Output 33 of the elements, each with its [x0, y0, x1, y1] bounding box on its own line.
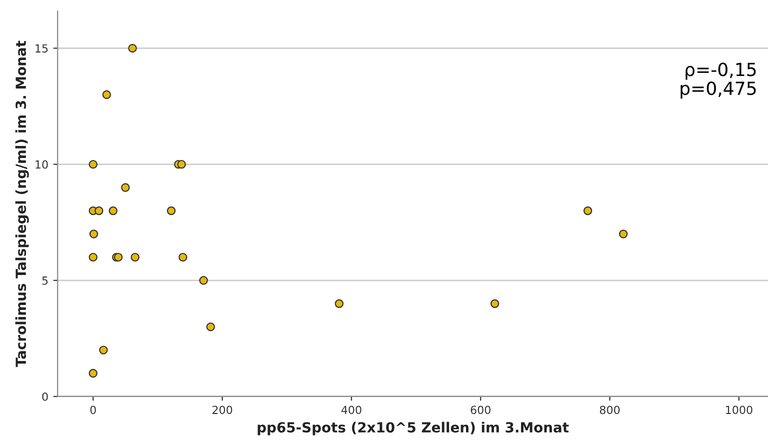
point	[88, 368, 98, 378]
y-tick-label: 0	[42, 392, 48, 401]
point	[102, 90, 112, 100]
x-tick-label: 400	[341, 406, 362, 414]
point	[206, 322, 216, 332]
x-axis-title: pp65-Spots (2x10^5 Zellen) im 3.Monat	[258, 422, 569, 436]
annotation: ρ=-0,15 p=0,475	[680, 62, 756, 99]
point	[88, 252, 98, 262]
point	[130, 252, 140, 262]
point	[99, 346, 108, 354]
y-axis-title: Tacrolimus Talspiegel (ng/ml) im 3. Monat	[15, 40, 29, 368]
point	[490, 299, 500, 308]
point	[89, 230, 98, 238]
point	[88, 160, 98, 169]
point	[128, 44, 137, 53]
point	[108, 206, 118, 216]
point	[199, 276, 208, 285]
point	[177, 160, 186, 169]
point	[334, 299, 344, 308]
x-tick-label: 800	[600, 406, 620, 414]
point	[618, 230, 628, 238]
y-tick-label: 10	[36, 160, 48, 169]
y-tick-label: 5	[42, 276, 48, 285]
point	[94, 206, 104, 216]
x-tick-label: 0	[90, 406, 96, 414]
point	[583, 206, 592, 216]
y-tick-label: 15	[36, 44, 48, 53]
point	[178, 252, 188, 262]
x-tick-label: 200	[212, 406, 232, 414]
x-tick-label: 600	[470, 406, 490, 414]
x-tick-label: 1000	[726, 406, 752, 414]
point	[121, 183, 130, 192]
point	[166, 206, 176, 216]
